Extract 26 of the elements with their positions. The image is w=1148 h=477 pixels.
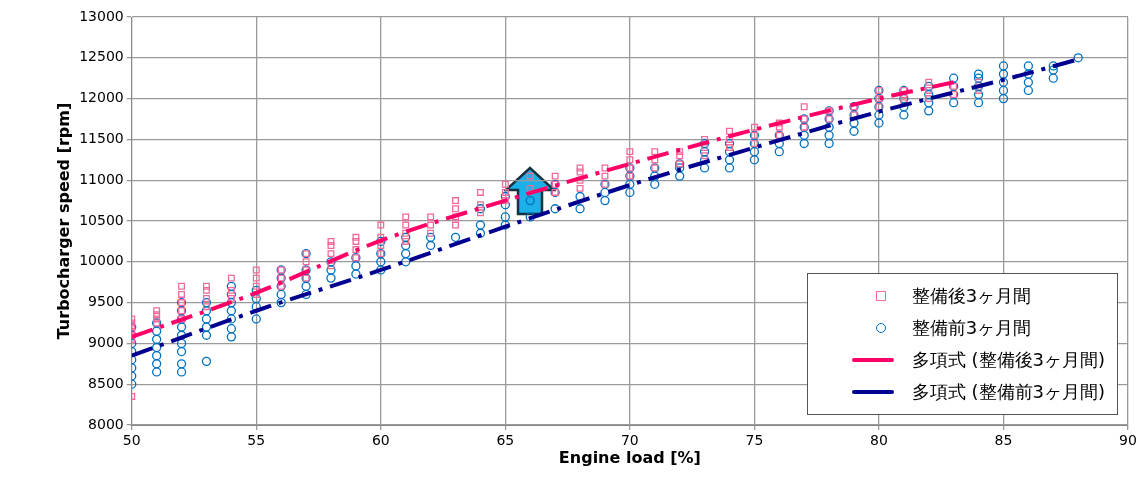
x-tick-label: 50	[122, 432, 141, 449]
x-tick-label: 90	[1119, 432, 1137, 449]
legend-label: 多項式 (整備後3ヶ月間)	[911, 348, 1105, 372]
y-tick-label: 11500	[79, 130, 124, 147]
y-tick-label: 8500	[88, 374, 124, 391]
y-axis-title: Turbocharger speed [rpm]	[53, 102, 73, 340]
y-tick-label: 12000	[79, 89, 124, 106]
legend-label: 整備前3ヶ月間	[911, 316, 1032, 340]
y-tick-label: 9500	[88, 293, 124, 310]
legend-label: 整備後3ヶ月間	[911, 284, 1032, 308]
x-tick-label: 70	[620, 432, 639, 449]
x-tick-label: 75	[745, 432, 764, 449]
y-tick-label: 11000	[79, 170, 124, 187]
y-tick-label: 10500	[79, 211, 124, 228]
x-tick-label: 65	[496, 432, 515, 449]
x-tick-label: 55	[247, 432, 266, 449]
y-tick-label: 13000	[79, 7, 124, 24]
x-tick-label: 80	[870, 432, 888, 449]
x-tick-label: 85	[994, 432, 1013, 449]
x-axis-title: Engine load [%]	[558, 447, 701, 467]
y-tick-label: 9000	[88, 334, 124, 351]
legend-label: 多項式 (整備前3ヶ月間)	[911, 380, 1105, 404]
y-tick-label: 10000	[79, 252, 124, 269]
x-tick-label: 60	[371, 432, 390, 449]
y-tick-label: 8000	[88, 415, 124, 432]
y-tick-label: 12500	[79, 48, 124, 65]
